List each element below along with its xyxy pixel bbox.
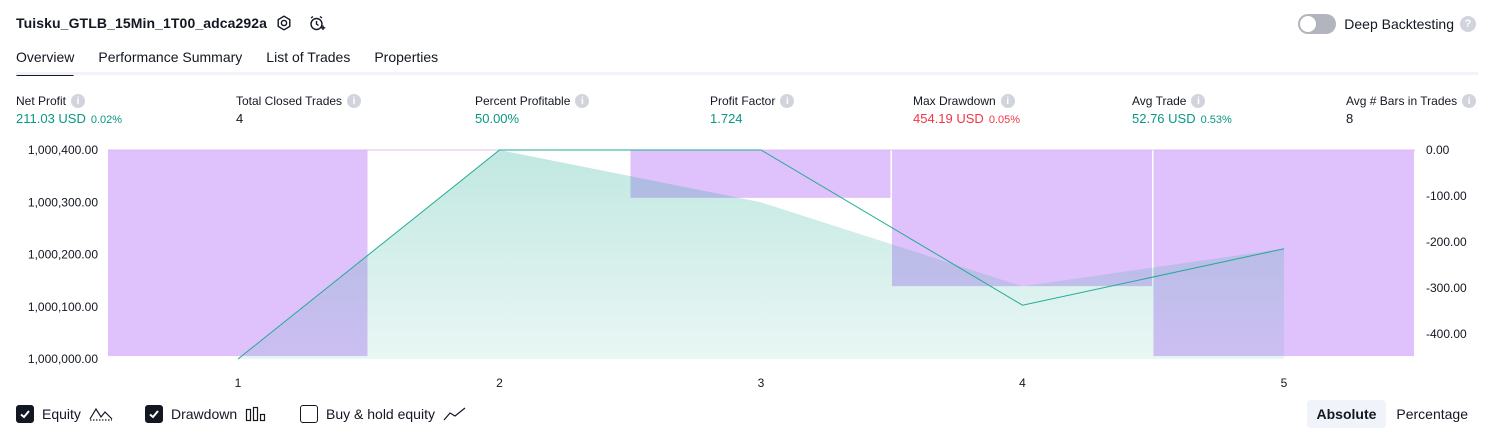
- help-icon[interactable]: ?: [1460, 16, 1476, 32]
- metric-percent: 0.02%: [90, 114, 123, 126]
- metric-label: Percent Profitable: [475, 94, 571, 108]
- metric-value: 454.19 USD: [913, 111, 984, 126]
- left-axis-tick: 1,000,100.00: [28, 300, 98, 314]
- right-axis-tick: -400.00: [1426, 327, 1467, 341]
- legend-buy-hold-toggle[interactable]: Buy & hold equity: [300, 404, 467, 424]
- equity-checkbox[interactable]: [16, 405, 34, 423]
- info-icon[interactable]: i: [1191, 94, 1206, 108]
- metric-value: 50.00%: [475, 111, 520, 126]
- metric-avg-bars-in-trades: Avg # Bars in Trades i 8: [1346, 92, 1477, 126]
- x-axis-tick: 4: [1019, 376, 1026, 390]
- right-axis-tick: -200.00: [1426, 235, 1467, 249]
- chart-legend: Equity Drawdown Buy & hold equity Absolu…: [0, 398, 1494, 432]
- metric-label: Profit Factor: [710, 94, 776, 108]
- drawdown-bars-icon: [245, 406, 267, 422]
- metric-label: Avg # Bars in Trades: [1346, 94, 1458, 108]
- equity-layer: [237, 149, 1285, 360]
- legend-label: Equity: [42, 406, 81, 422]
- strategy-title: Tuisku_GTLB_15Min_1T00_adca292a: [16, 15, 268, 31]
- tab-overview[interactable]: Overview: [16, 46, 75, 76]
- percentage-button[interactable]: Percentage: [1396, 406, 1468, 422]
- metric-profit-factor: Profit Factor i 1.724: [710, 92, 795, 126]
- metric-net-profit: Net Profit i 211.03 USD 0.02%: [16, 92, 122, 126]
- info-icon[interactable]: i: [71, 94, 86, 108]
- metric-percent-profitable: Percent Profitable i 50.00%: [475, 92, 590, 126]
- metric-value: 1.724: [710, 111, 743, 126]
- metric-avg-trade: Avg Trade i 52.76 USD 0.53%: [1132, 92, 1232, 126]
- metric-percent: 0.05%: [988, 114, 1021, 126]
- tabs-divider: [16, 72, 1478, 75]
- x-axis-tick: 2: [496, 376, 503, 390]
- metric-percent: 0.53%: [1200, 114, 1232, 126]
- legend-drawdown-toggle[interactable]: Drawdown: [145, 404, 267, 424]
- report-tabs: Overview Performance Summary List of Tra…: [16, 46, 462, 76]
- left-axis-tick: 1,000,000.00: [28, 352, 98, 366]
- right-axis-tick: 0.00: [1426, 143, 1450, 157]
- metric-value: 52.76 USD: [1132, 111, 1196, 126]
- absolute-button[interactable]: Absolute: [1306, 400, 1387, 428]
- left-axis-tick: 1,000,400.00: [28, 143, 98, 157]
- info-icon[interactable]: i: [1462, 94, 1477, 108]
- metric-total-closed-trades: Total Closed Trades i 4: [236, 92, 362, 126]
- alarm-clock-plus-icon[interactable]: [307, 13, 327, 33]
- tab-list-of-trades[interactable]: List of Trades: [266, 49, 351, 65]
- metric-max-drawdown: Max Drawdown i 454.19 USD 0.05%: [913, 92, 1020, 126]
- scale-mode-switch: Absolute Percentage: [1306, 400, 1479, 428]
- axes-layer: 1,000,400.00 1,000,300.00 1,000,200.00 1,00…: [28, 143, 1467, 390]
- toggle-knob: [1300, 16, 1317, 32]
- tab-properties[interactable]: Properties: [374, 49, 439, 65]
- info-icon[interactable]: i: [1000, 94, 1015, 108]
- right-axis-tick: -300.00: [1426, 281, 1467, 295]
- chart-svg: 1,000,400.00 1,000,300.00 1,000,200.00 1,00…: [28, 143, 1467, 390]
- drawdown-checkbox[interactable]: [145, 405, 163, 423]
- deep-backtesting-control: Deep Backtesting ?: [1298, 13, 1476, 35]
- right-axis-tick: -100.00: [1426, 189, 1467, 203]
- deep-backtesting-toggle[interactable]: [1298, 14, 1337, 34]
- info-icon[interactable]: i: [780, 94, 795, 108]
- buy-hold-checkbox[interactable]: [300, 405, 318, 423]
- equity-drawdown-chart[interactable]: 1,000,400.00 1,000,300.00 1,000,200.00 1,00…: [0, 136, 1494, 398]
- legend-label: Buy & hold equity: [326, 406, 435, 422]
- x-axis-tick: 1: [235, 376, 242, 390]
- deep-backtesting-label: Deep Backtesting: [1344, 16, 1454, 32]
- metric-label: Max Drawdown: [913, 94, 996, 108]
- legend-equity-toggle[interactable]: Equity: [16, 404, 113, 424]
- x-axis-tick: 3: [758, 376, 765, 390]
- metric-label: Total Closed Trades: [236, 94, 343, 108]
- metric-value: 8: [1346, 111, 1354, 126]
- metric-value: 211.03 USD: [16, 111, 86, 126]
- info-icon[interactable]: i: [347, 94, 362, 108]
- gear-icon[interactable]: [274, 13, 294, 33]
- left-axis-tick: 1,000,300.00: [28, 195, 98, 209]
- equity-line-icon: [89, 406, 113, 422]
- metric-value: 4: [236, 111, 244, 126]
- legend-label: Drawdown: [171, 406, 238, 422]
- metric-label: Net Profit: [16, 94, 67, 108]
- x-axis-tick: 5: [1281, 376, 1288, 390]
- info-icon[interactable]: i: [575, 94, 590, 108]
- buy-hold-line-icon: [443, 406, 467, 422]
- equity-area: [238, 150, 1284, 359]
- metrics-row: Net Profit i 211.03 USD 0.02% Total Closed…: [0, 92, 1494, 132]
- metric-label: Avg Trade: [1132, 94, 1187, 108]
- tab-performance-summary[interactable]: Performance Summary: [98, 49, 243, 65]
- report-header: Tuisku_GTLB_15Min_1T00_adca292a Deep Bac…: [0, 0, 1494, 46]
- left-axis-tick: 1,000,200.00: [28, 248, 98, 262]
